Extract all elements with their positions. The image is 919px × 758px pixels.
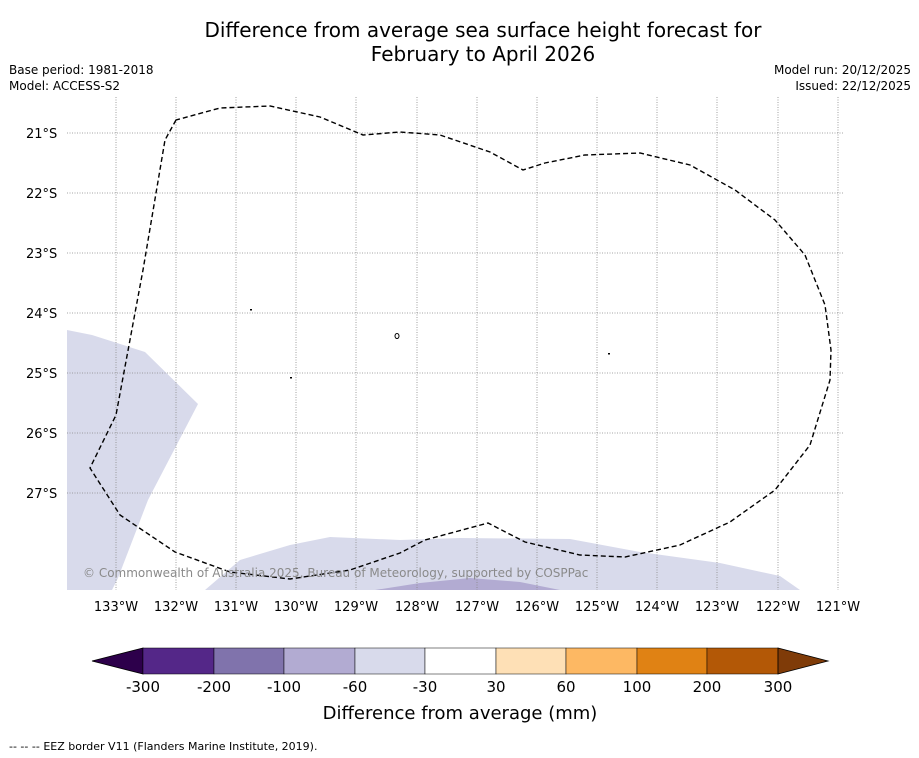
meta-right: Model run: 20/12/2025 Issued: 22/12/2025: [774, 62, 911, 94]
colorbar-tick: 300: [764, 678, 793, 696]
title-line-1: Difference from average sea surface heig…: [204, 18, 762, 42]
lat-label: 26°S: [26, 427, 57, 442]
colorbar-segment: [283, 647, 356, 675]
lon-label: 130°W: [274, 600, 318, 615]
lon-label: 124°W: [635, 600, 679, 615]
lat-label: 24°S: [26, 307, 57, 322]
base-period: Base period: 1981-2018: [9, 63, 154, 77]
colorbar-tick: -100: [267, 678, 301, 696]
meta-left: Base period: 1981-2018 Model: ACCESS-S2: [9, 62, 154, 94]
anomaly-region-south: [205, 537, 800, 590]
colorbar: -300 -200 -100 -60 -30 30 60 100 200 300…: [91, 647, 830, 724]
lat-labels: 21°S 22°S 23°S 24°S 25°S 26°S 27°S: [26, 127, 57, 502]
colorbar-tick: 100: [623, 678, 652, 696]
chart-title: Difference from average sea surface heig…: [0, 18, 919, 66]
lon-label: 129°W: [334, 600, 378, 615]
colorbar-label: Difference from average (mm): [323, 703, 598, 724]
lat-label: 23°S: [26, 247, 57, 262]
lon-label: 126°W: [515, 600, 559, 615]
colorbar-segment: [424, 647, 497, 675]
island: [608, 353, 610, 355]
colorbar-tick: 30: [486, 678, 505, 696]
eez-border: [89, 105, 832, 580]
colorbar-tick: -60: [343, 678, 368, 696]
lon-label: 123°W: [695, 600, 739, 615]
lat-label: 21°S: [26, 127, 57, 142]
issued-date: Issued: 22/12/2025: [795, 79, 911, 93]
eez-legend-text: EEZ border V11 (Flanders Marine Institut…: [43, 740, 318, 753]
lon-label: 131°W: [214, 600, 258, 615]
graticule: [67, 97, 843, 590]
island: [290, 377, 292, 379]
colorbar-segment: [565, 647, 638, 675]
colorbar-tick: -30: [413, 678, 438, 696]
copyright-notice: © Commonwealth of Australia 2025, Bureau…: [83, 566, 588, 580]
lat-label: 25°S: [26, 367, 57, 382]
colorbar-segment: [354, 647, 426, 675]
lon-label: 121°W: [816, 600, 860, 615]
colorbar-tick: 60: [556, 678, 575, 696]
colorbar-segment: [495, 647, 567, 675]
lon-labels: 133°W 132°W 131°W 130°W 129°W 128°W 127°…: [94, 600, 860, 615]
lat-label: 27°S: [26, 487, 57, 502]
model-name: Model: ACCESS-S2: [9, 79, 121, 93]
footer-legend: -- -- -- EEZ border V11 (Flanders Marine…: [9, 740, 317, 754]
lon-label: 133°W: [94, 600, 138, 615]
lon-label: 125°W: [575, 600, 619, 615]
colorbar-extend-low: [91, 647, 144, 675]
lon-label: 122°W: [756, 600, 800, 615]
colorbar-segment: [142, 647, 215, 675]
colorbar-segment: [213, 647, 285, 675]
model-run: Model run: 20/12/2025: [773, 63, 911, 77]
eez-legend-symbol: -- -- --: [9, 740, 40, 753]
colorbar-segment: [706, 647, 779, 675]
lat-label: 22°S: [26, 187, 57, 202]
colorbar-tick: -200: [197, 678, 231, 696]
island: [394, 333, 400, 339]
colorbar-segment: [636, 647, 708, 675]
island: [250, 309, 252, 311]
anomaly-region-south-deep: [375, 578, 560, 590]
lon-label: 128°W: [395, 600, 439, 615]
lon-label: 127°W: [455, 600, 499, 615]
colorbar-extend-high: [777, 647, 830, 675]
lon-label: 132°W: [154, 600, 198, 615]
anomaly-region-west: [67, 330, 198, 590]
title-line-2: February to April 2026: [370, 42, 596, 66]
map-panel: © Commonwealth of Australia 2025, Bureau…: [67, 97, 843, 590]
colorbar-tick: -300: [126, 678, 160, 696]
colorbar-tick: 200: [693, 678, 722, 696]
